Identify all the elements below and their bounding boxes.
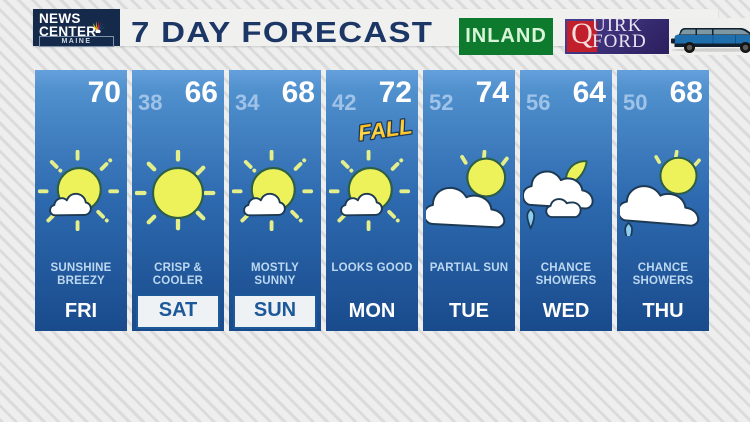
svg-text:FALL: FALL bbox=[356, 113, 413, 145]
